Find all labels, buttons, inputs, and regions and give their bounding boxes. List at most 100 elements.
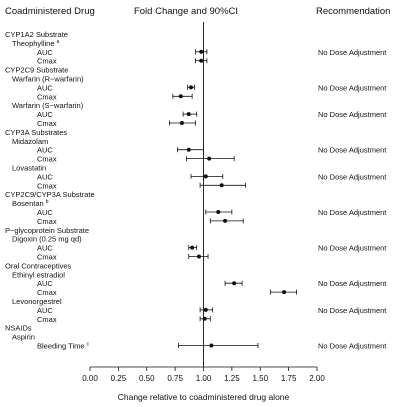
recommendation-text: No Dose Adjustment [318,244,387,253]
row-metric-label: Cmax [37,181,57,190]
drug-name-label: Levonorgestrel [12,297,62,306]
x-tick-label: 1.25 [224,374,240,383]
drug-name-label: Ethinyl estradiol [12,270,65,279]
x-tick-label: 2.00 [309,374,325,383]
drug-name-label: Theophylline a [12,39,60,48]
row-label-text: Aspirin [12,333,35,342]
row-label-text: AUC [37,172,53,181]
footnote-marker: c [87,342,90,348]
x-tick-label: 1.75 [281,374,297,383]
row-label-text: Cmax [37,315,57,324]
drug-name-label: Aspirin [12,333,35,342]
point-estimate [216,210,221,214]
row-label-text: Bleeding Time [37,342,85,351]
point-estimate [203,307,208,312]
drug-name-label: Lovastatin [12,164,46,173]
x-tick-label: 1.50 [252,374,268,383]
row-label-text: Cmax [37,288,57,297]
point-estimate [219,183,224,188]
row-label-text: AUC [37,306,53,315]
footnote-marker: b [46,199,49,205]
recommendation-text: No Dose Adjustment [318,48,387,57]
point-estimate [203,174,208,179]
point-estimate [209,343,214,348]
drug-name-label: Midazolam [12,137,48,146]
row-metric-label: AUC [37,83,53,92]
row-metric-label: AUC [37,146,53,155]
row-label-text: Cmax [37,253,57,262]
header-fold-change: Fold Change and 90%CI [134,6,238,17]
header-coadministered-drug: Coadministered Drug [5,6,95,17]
row-label-text: Bosentan [12,199,44,208]
row-label-text: Warfarin (R−warfarin) [12,75,84,84]
marks-layer [169,22,297,367]
point-estimate [207,156,212,161]
row-metric-label: Cmax [37,57,57,66]
row-label-text: AUC [37,83,53,92]
footnote-marker: a [57,39,60,45]
row-label-text: NSAIDs [5,324,32,333]
row-label-text: Theophylline [12,39,55,48]
point-estimate [179,121,184,125]
recommendation-text: No Dose Adjustment [318,83,387,92]
row-metric-label: Bleeding Time c [37,342,90,351]
row-label-text: Digoxin (0.25 mg qd) [12,235,82,244]
row-label-text: AUC [37,244,53,253]
point-estimate [199,49,204,54]
drug-name-label: Warfarin (S−warfarin) [12,101,84,110]
x-axis-label: Change relative to coadministered drug a… [118,392,290,402]
point-estimate [178,94,183,99]
recommendation-text: No Dose Adjustment [318,279,387,288]
point-estimate [199,58,204,63]
row-label-text: Warfarin (S−warfarin) [12,101,84,110]
row-metric-label: Cmax [37,155,57,164]
point-estimate [196,254,201,259]
group-heading: NSAIDs [5,324,32,333]
row-label-text: Lovastatin [12,164,46,173]
point-estimate [189,85,194,90]
row-label-text: Cmax [37,119,57,128]
row-label-text: CYP3A Substrates [5,128,67,137]
row-label-text: CYP1A2 Substrate [5,30,68,39]
row-label-text: CYP2C9 Substrate [5,66,68,75]
recommendation-text: No Dose Adjustment [318,208,387,217]
row-label-text: AUC [37,208,53,217]
row-metric-label: AUC [37,244,53,253]
row-metric-label: AUC [37,279,53,288]
row-metric-label: Cmax [37,253,57,262]
recommendation-text: No Dose Adjustment [318,110,387,119]
row-label-text: Cmax [37,92,57,101]
x-tick-label: 1.00 [196,374,212,383]
recommendation-text: No Dose Adjustment [318,306,387,315]
point-estimate [202,316,207,321]
row-label-text: Levonorgestrel [12,297,62,306]
row-label-text: Cmax [37,57,57,66]
group-heading: Oral Contraceptives [5,261,72,270]
row-metric-label: AUC [37,110,53,119]
group-heading: CYP3A Substrates [5,128,67,137]
point-estimate [186,112,191,117]
x-tick-label: 0.50 [139,374,155,383]
point-estimate [282,290,287,295]
drug-name-label: Warfarin (R−warfarin) [12,75,84,84]
row-label-text: AUC [37,279,53,288]
drug-name-label: Bosentan b [12,199,49,208]
point-estimate [186,147,191,152]
row-metric-label: AUC [37,48,53,57]
row-metric-label: AUC [37,208,53,217]
row-label-text: Cmax [37,217,57,226]
row-label-text: AUC [37,146,53,155]
x-tick-label: 0.25 [111,374,127,383]
row-metric-label: Cmax [37,119,57,128]
row-label-text: AUC [37,48,53,57]
drug-name-label: Digoxin (0.25 mg qd) [12,235,82,244]
group-heading: P−glycoprotein Substrate [5,226,89,235]
recommendation-text: No Dose Adjustment [318,172,387,181]
x-tick-label: 0.75 [167,374,183,383]
x-tick-label: 0.00 [82,374,98,383]
row-label-text: CYP2C9/CYP3A Substrate [5,190,95,199]
group-heading: CYP2C9 Substrate [5,66,68,75]
row-metric-label: Cmax [37,288,57,297]
